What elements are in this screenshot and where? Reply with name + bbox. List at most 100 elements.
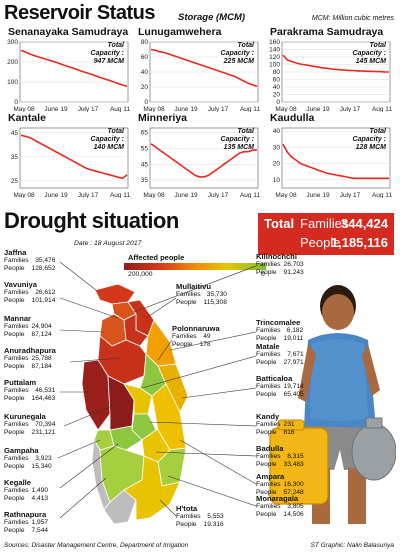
district-block: Kilinochchi Families 26,703 People 91,243	[256, 252, 304, 277]
y-tick-label: 55	[141, 146, 149, 153]
district-block: Batticaloa Families 19,714 People 65,405	[256, 374, 304, 399]
district-stats: Families 231 People 816	[256, 421, 295, 437]
stat-value: 1,957	[31, 519, 49, 526]
total-families-value: 344,424	[341, 216, 388, 231]
x-tick-label: Aug 11	[110, 192, 131, 198]
stat-label: People	[256, 391, 277, 399]
y-tick-label: 80	[273, 69, 281, 76]
stat-label: Families	[4, 355, 29, 362]
affected-legend-title: Affected people	[128, 253, 185, 262]
stat-label: Families	[4, 421, 29, 428]
stat-value: 33,483	[283, 461, 304, 469]
stat-label: People	[4, 297, 25, 305]
district-block: Jaffna Families 35,476 People 128,652	[4, 248, 55, 273]
district-name: Kegalle	[4, 478, 32, 487]
stat-label: People	[256, 359, 277, 367]
stat-label: Families	[172, 333, 197, 340]
y-tick-label: 25	[11, 178, 19, 185]
district-stats: Families 1,957 People 7,544	[4, 519, 48, 535]
district-name: Monaragala	[256, 494, 299, 503]
x-tick-label: May 08	[143, 106, 165, 112]
drought-title: Drought situation	[4, 208, 179, 233]
metal-water-pot	[351, 423, 396, 481]
x-tick-label: July 17	[340, 106, 361, 112]
y-tick-label: 100	[269, 62, 280, 69]
stat-value: 7,544	[31, 527, 49, 535]
district-stats: Families 26,703 People 91,243	[256, 261, 304, 277]
capacity-line: Total	[369, 42, 386, 49]
map-region-jaffna	[94, 283, 136, 305]
district-name: Gampaha	[4, 446, 39, 455]
district-name: Mannar	[4, 314, 32, 323]
stat-value: 14,506	[283, 511, 304, 519]
right-arm	[362, 344, 380, 396]
map-region-kurunegala	[107, 375, 135, 431]
series-line	[282, 143, 389, 180]
stat-value: 65,405	[283, 391, 304, 399]
district-block: Kandy Families 231 People 816	[256, 412, 295, 437]
district-block: Mannar Families 24,904 People 87,124	[4, 314, 52, 339]
capacity-line: Capacity :	[352, 136, 386, 143]
total-label: Total	[264, 216, 295, 231]
x-tick-label: May 08	[275, 192, 297, 198]
total-people-value: 1,185,116	[330, 235, 388, 250]
stat-label: Families	[256, 453, 281, 460]
stat-value: 35,476	[35, 257, 56, 264]
yellow-can-handle	[277, 419, 305, 431]
sources-note: Sources: Disaster Management Centre, Dep…	[4, 542, 189, 549]
x-tick-label: Aug 11	[110, 106, 131, 112]
capacity-line: 947 MCM	[93, 58, 124, 65]
district-name: Trincomalee	[256, 318, 301, 327]
district-stats: Families 35,730 People 115,308	[176, 291, 227, 307]
legend-low-label: 0	[261, 271, 265, 278]
stat-value: 19,316	[203, 521, 224, 529]
x-tick-label: June 19	[306, 106, 330, 112]
district-name: Matale	[256, 342, 280, 351]
district-stats: Families 24,904 People 87,124	[4, 323, 52, 339]
page-subtitle: Storage (MCM)	[178, 12, 246, 23]
sri-lanka-map	[81, 283, 189, 525]
stat-value: 87,124	[31, 331, 52, 339]
chart-title: Kantale	[8, 112, 46, 124]
stat-value: 91,243	[283, 269, 304, 277]
district-name: Jaffna	[4, 248, 27, 257]
stat-value: 164,463	[31, 395, 56, 403]
stat-value: 4,413	[31, 495, 49, 503]
chart-capacity: Total Capacity :947 MCM	[91, 42, 124, 66]
chart-capacity: Total Capacity :128 MCM	[353, 128, 386, 152]
stat-value: 19,714	[283, 383, 304, 390]
stat-label: People	[176, 299, 197, 307]
stat-value: 27,971	[283, 359, 304, 367]
chart-plot: 10 20 30 40 May 08 June 19 July 17 Aug 11	[273, 127, 392, 198]
district-block: Anuradhapura Families 25,788 People 87,184	[4, 346, 56, 371]
district-block: Matale Families 7,671 People 27,971	[256, 342, 304, 367]
district-stats: Families 70,394 People 231,121	[4, 421, 55, 437]
stat-value: 3,923	[35, 455, 52, 462]
y-tick-label: 20	[141, 84, 149, 91]
stat-label: Families	[256, 481, 281, 488]
district-stats: Families 3,923 People 15,340	[4, 455, 52, 471]
chart-plot: 0 20 40 60 80 May 08 June 19 July 17 Aug 11	[141, 39, 261, 112]
stat-label: Families	[256, 327, 281, 334]
reservoir-chart: Kantale 25 35 45 May 08 June 19 July 17 Aug 11 T…	[2, 112, 132, 198]
district-name: Ampara	[256, 472, 285, 481]
x-tick-label: July 17	[340, 192, 361, 198]
district-block: Gampaha Families 3,923 People 15,340	[4, 446, 52, 471]
district-stats: Families 1,490 People 4,413	[4, 487, 48, 503]
stat-value: 46,531	[35, 387, 56, 394]
left-arm	[298, 344, 316, 402]
y-tick-label: 35	[11, 154, 19, 161]
stat-label: Families	[4, 289, 29, 296]
stat-label: Families	[4, 387, 29, 394]
reservoir-chart: Parakrama Samudraya 0 20 40 60 80 100 120 140 160…	[264, 26, 394, 112]
x-tick-label: June 19	[174, 192, 198, 198]
district-name: Polonnaruwa	[172, 324, 220, 333]
y-tick-label: 35	[141, 177, 149, 184]
chart-title: Kaudulla	[270, 112, 315, 124]
stat-value: 19,011	[283, 335, 304, 343]
district-stats: Families 8,315 People 33,483	[256, 453, 304, 469]
stat-label: Families	[256, 383, 281, 390]
district-name: Kilinochchi	[256, 252, 297, 261]
stat-label: People	[256, 269, 277, 277]
reservoir-chart: Kaudulla 10 20 30 40 May 08 June 19 July 17 Aug …	[264, 112, 394, 198]
